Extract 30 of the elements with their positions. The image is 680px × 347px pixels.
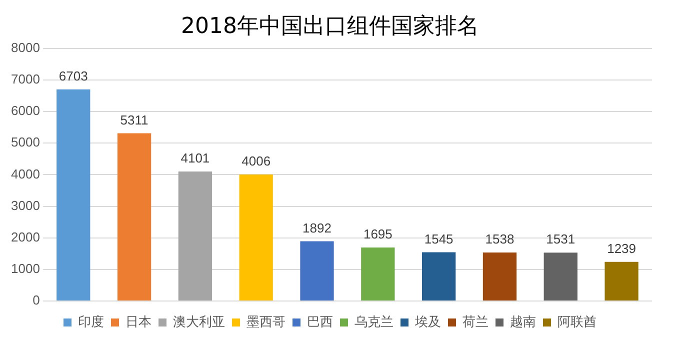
y-tick-label: 4000 [11, 166, 40, 182]
y-tick-label: 0 [32, 292, 40, 308]
data-label: 4006 [242, 154, 271, 169]
data-label: 1239 [607, 240, 636, 256]
data-label: 1545 [424, 231, 454, 246]
legend-label: 印度 [78, 314, 104, 330]
y-tick-label: 5000 [11, 134, 40, 150]
data-label: 1538 [485, 232, 514, 247]
y-tick-label: 8000 [11, 40, 40, 55]
legend-label: 埃及 [414, 314, 441, 330]
legend-label: 阿联酋 [558, 314, 596, 330]
legend-label: 乌克兰 [354, 314, 394, 330]
chart-title: 2018年中国出口组件国家排名 [181, 14, 479, 39]
y-tick-label: 2000 [11, 229, 40, 244]
y-tick-label: 7000 [11, 72, 40, 87]
data-label: 5311 [120, 112, 148, 128]
legend-label: 澳大利亚 [173, 314, 225, 330]
legend-label: 墨西哥 [246, 314, 286, 330]
data-label: 1695 [363, 226, 392, 242]
y-tick-label: 6000 [11, 103, 40, 118]
data-label: 1892 [302, 220, 332, 236]
y-tick-label: 1000 [11, 261, 40, 276]
data-label: 4101 [180, 150, 210, 166]
legend-label: 日本 [126, 314, 152, 330]
data-label: 1531 [546, 232, 576, 247]
legend-label: 越南 [510, 314, 536, 330]
legend-label: 荷兰 [462, 314, 488, 330]
y-tick-label: 3000 [11, 198, 40, 213]
data-label: 6703 [58, 68, 88, 84]
legend-label: 巴西 [307, 314, 333, 330]
